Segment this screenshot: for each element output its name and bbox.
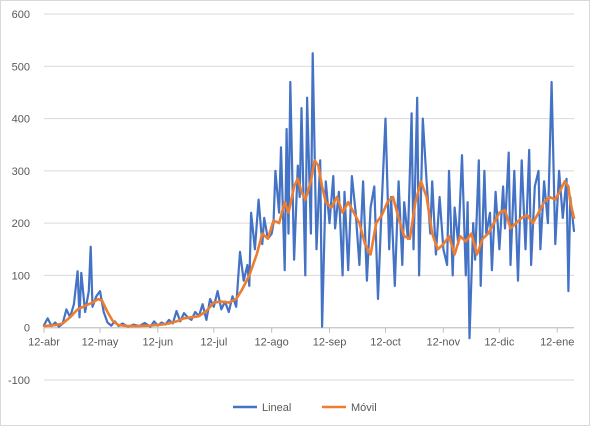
y-tick-label: 0: [24, 323, 30, 335]
y-tick-label: 200: [12, 218, 30, 230]
x-tick-label: 12-nov: [427, 337, 461, 349]
x-tick-label: 12-sep: [313, 337, 347, 349]
legend: Lineal Móvil: [233, 402, 377, 414]
y-tick-label: 300: [12, 166, 30, 178]
x-tick-label: 12-abr: [28, 337, 60, 349]
series-lines: [42, 52, 576, 340]
x-tick-label: 12-ago: [255, 337, 289, 349]
x-tick-label: 12-may: [82, 337, 119, 349]
x-axis-ticks: 12-abr 12-may 12-jun 12-jul 12-ago 12-sep 12-o…: [28, 327, 574, 349]
y-axis-ticks: -100 0 100 200 300 400 500 600: [8, 9, 30, 387]
x-tick-label: 12-jun: [143, 337, 174, 349]
legend-label: Móvil: [351, 402, 377, 414]
y-tick-label: 500: [12, 61, 30, 73]
y-tick-label: 400: [12, 114, 30, 126]
series-line-movil: [42, 159, 576, 328]
y-tick-label: 100: [12, 270, 30, 282]
y-tick-label: 600: [12, 9, 30, 21]
gridlines: [44, 13, 574, 381]
x-tick-label: 12-ene: [540, 337, 574, 349]
x-tick-label: 12-dic: [484, 337, 514, 349]
y-tick-label: -100: [8, 375, 30, 387]
series-line-lineal: [42, 52, 576, 340]
legend-label: Lineal: [262, 402, 291, 414]
x-tick-label: 12-oct: [370, 337, 401, 349]
x-tick-label: 12-jul: [200, 337, 227, 349]
